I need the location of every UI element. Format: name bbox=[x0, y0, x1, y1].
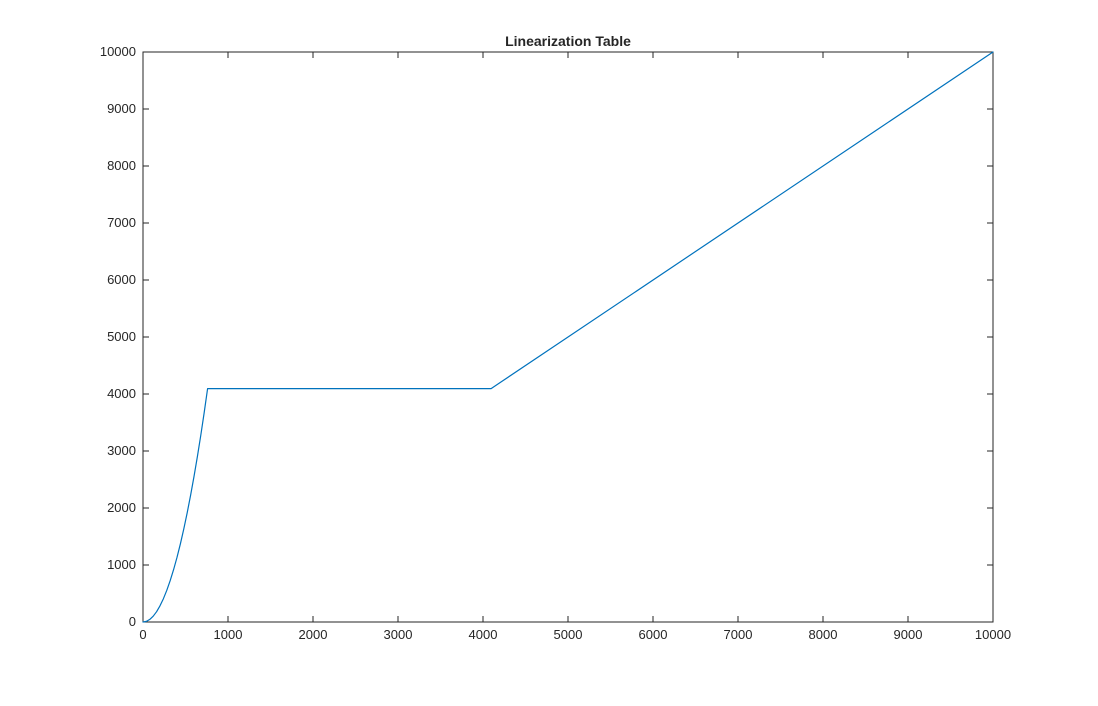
y-tick-label: 1000 bbox=[107, 557, 136, 572]
x-tick-label: 9000 bbox=[894, 627, 923, 642]
y-tick-label: 8000 bbox=[107, 158, 136, 173]
y-tick-label: 7000 bbox=[107, 215, 136, 230]
plot-area: 0 1000 2000 3000 4000 5000 6000 7000 8000 9000 100… bbox=[100, 44, 1011, 642]
x-tick-label: 6000 bbox=[639, 627, 668, 642]
x-tick-label: 10000 bbox=[975, 627, 1011, 642]
x-tick-label: 3000 bbox=[384, 627, 413, 642]
x-tick-label: 4000 bbox=[469, 627, 498, 642]
x-tick-label: 8000 bbox=[809, 627, 838, 642]
y-tick-label: 2000 bbox=[107, 500, 136, 515]
x-tick-label: 1000 bbox=[214, 627, 243, 642]
y-tick-label: 6000 bbox=[107, 272, 136, 287]
series-line-linearization-curve bbox=[142, 51, 994, 623]
y-tick-label: 4000 bbox=[107, 386, 136, 401]
x-tick-label: 2000 bbox=[299, 627, 328, 642]
y-tick-label: 5000 bbox=[107, 329, 136, 344]
y-tick-label: 10000 bbox=[100, 44, 136, 59]
x-tick-label: 0 bbox=[139, 627, 146, 642]
chart-title: Linearization Table bbox=[505, 33, 631, 49]
y-tick-label: 3000 bbox=[107, 443, 136, 458]
y-tick-label: 0 bbox=[129, 614, 136, 629]
y-tick-label: 9000 bbox=[107, 101, 136, 116]
x-tick-label: 5000 bbox=[554, 627, 583, 642]
x-tick-label: 7000 bbox=[724, 627, 753, 642]
